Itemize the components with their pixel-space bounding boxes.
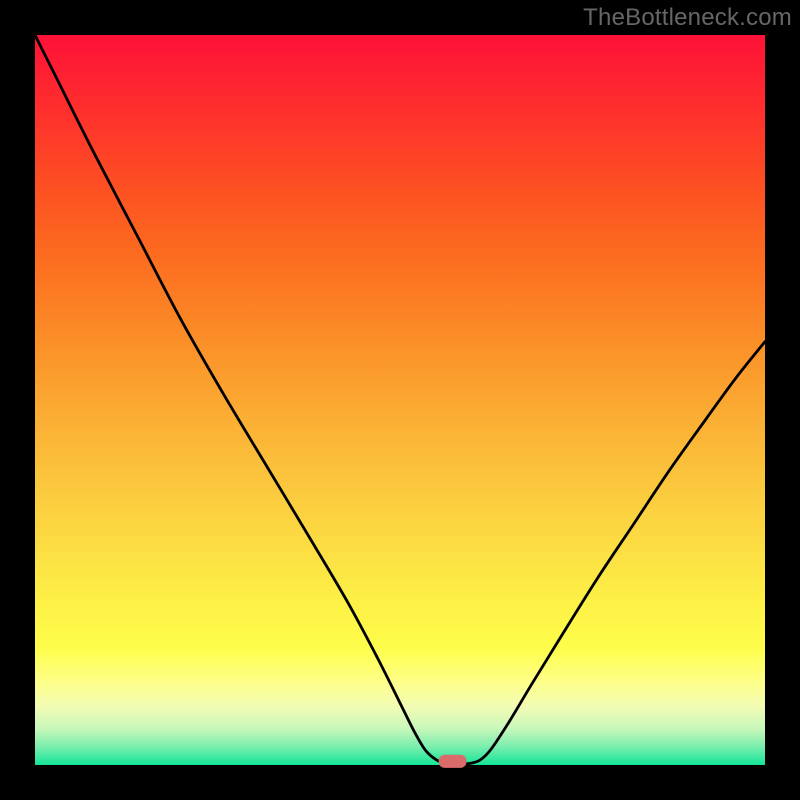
optimal-point-marker — [439, 755, 467, 768]
chart-container: TheBottleneck.com — [0, 0, 800, 800]
plot-background — [35, 35, 765, 765]
bottleneck-chart — [0, 0, 800, 800]
watermark-text: TheBottleneck.com — [583, 4, 792, 32]
